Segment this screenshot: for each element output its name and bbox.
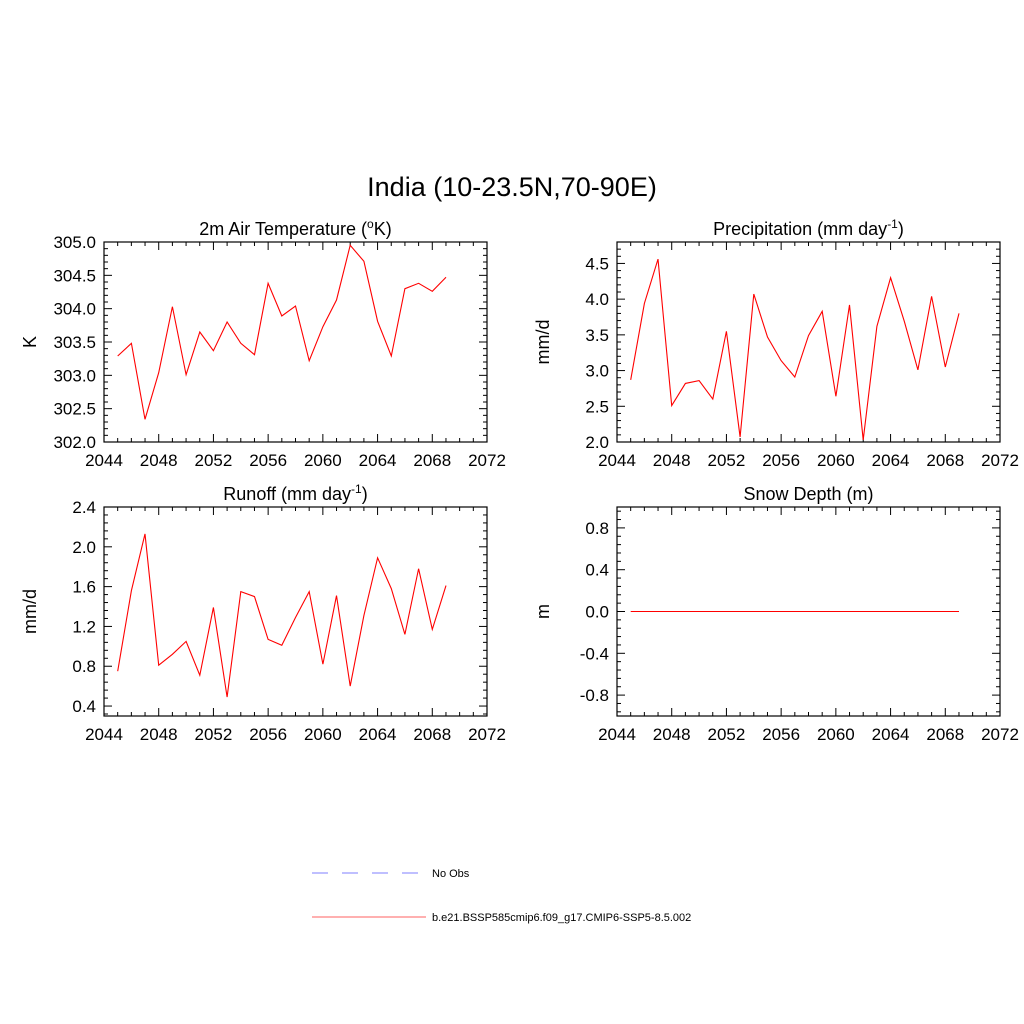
- x-tick-label: 2060: [304, 451, 342, 470]
- plot-frame: [103, 241, 488, 443]
- x-tick-label: 2072: [981, 725, 1019, 744]
- x-tick-label: 2048: [653, 451, 691, 470]
- x-tick-label: 2044: [598, 451, 636, 470]
- y-tick-label: 302.0: [53, 433, 96, 452]
- x-tick-label: 2044: [85, 725, 123, 744]
- x-tick-label: 2060: [817, 725, 855, 744]
- y-tick-label: 304.5: [53, 266, 96, 285]
- y-tick-label: 0.4: [72, 697, 96, 716]
- y-tick-label: 1.6: [72, 578, 96, 597]
- x-tick-label: 2056: [249, 451, 287, 470]
- figure-title: India (10-23.5N,70-90E): [367, 172, 657, 202]
- panel-title: Snow Depth (m): [743, 484, 873, 504]
- panel-title: Runoff (mm day-1): [223, 482, 367, 504]
- x-tick-label: 2056: [249, 725, 287, 744]
- x-tick-label: 2060: [304, 725, 342, 744]
- x-tick-label: 2068: [926, 451, 964, 470]
- panel-3: 2044 2048 2052 2056 2060 2064 2068 2072 0.4 0.8 1.…: [20, 482, 506, 744]
- panel-title: Precipitation (mm day-1): [713, 217, 904, 239]
- x-tick-label: 2064: [872, 451, 910, 470]
- x-tick-label: 2044: [85, 451, 123, 470]
- x-tick-label: 2048: [140, 725, 178, 744]
- y-tick-label: 302.5: [53, 400, 96, 419]
- y-axis-label: K: [20, 336, 40, 348]
- x-tick-label: 2072: [468, 725, 506, 744]
- plot-frame: [103, 506, 488, 717]
- x-tick-label: 2056: [762, 725, 800, 744]
- legend-label-no-obs: No Obs: [432, 868, 470, 880]
- panel-title: 2m Air Temperature (oK): [199, 217, 391, 239]
- panel-4: 2044 2048 2052 2056 2060 2064 2068 2072 -0.8 -0.4…: [533, 484, 1019, 744]
- panel-2: 2044 2048 2052 2056 2060 2064 2068 2072 2.0 2.5 3.…: [533, 217, 1019, 470]
- x-tick-label: 2064: [359, 451, 397, 470]
- y-tick-label: 303.5: [53, 333, 96, 352]
- y-tick-label: 304.0: [53, 300, 96, 319]
- panels: 2044 2048 2052 2056 2060 2064 2068 2072 302.0 302…: [20, 217, 1019, 744]
- y-tick-label: 4.5: [585, 254, 609, 273]
- x-tick-label: 2064: [872, 725, 910, 744]
- plot-frame: [616, 241, 1001, 443]
- series-line: [117, 533, 447, 698]
- x-tick-label: 2052: [195, 725, 233, 744]
- legend: No Obs b.e21.BSSP585cmip6.f09_g17.CMIP6-…: [312, 868, 691, 924]
- x-tick-label: 2056: [762, 451, 800, 470]
- panel-1: 2044 2048 2052 2056 2060 2064 2068 2072 302.0 302…: [20, 217, 506, 470]
- x-tick-label: 2044: [598, 725, 636, 744]
- legend-label-model: b.e21.BSSP585cmip6.f09_g17.CMIP6-SSP5-8.…: [432, 912, 691, 924]
- y-tick-label: 2.4: [72, 498, 96, 517]
- x-tick-label: 2064: [359, 725, 397, 744]
- y-tick-label: 3.5: [585, 326, 609, 345]
- y-tick-label: -0.8: [580, 686, 609, 705]
- y-tick-label: 2.0: [585, 433, 609, 452]
- series-line: [630, 258, 960, 440]
- x-tick-label: 2052: [708, 451, 746, 470]
- x-tick-label: 2072: [468, 451, 506, 470]
- y-tick-label: 2.5: [585, 397, 609, 416]
- x-tick-label: 2048: [653, 725, 691, 744]
- y-tick-label: 1.2: [72, 617, 96, 636]
- y-tick-label: 2.0: [72, 538, 96, 557]
- x-tick-label: 2052: [195, 451, 233, 470]
- y-tick-label: 4.0: [585, 290, 609, 309]
- x-tick-label: 2068: [413, 451, 451, 470]
- y-tick-label: 0.8: [72, 657, 96, 676]
- x-tick-label: 2072: [981, 451, 1019, 470]
- x-tick-label: 2068: [413, 725, 451, 744]
- y-tick-label: -0.4: [580, 644, 609, 663]
- y-axis-label: m: [533, 604, 553, 619]
- y-tick-label: 0.8: [585, 519, 609, 538]
- x-tick-label: 2068: [926, 725, 964, 744]
- y-tick-label: 0.0: [585, 603, 609, 622]
- y-axis-label: mm/d: [533, 320, 553, 365]
- x-tick-label: 2052: [708, 725, 746, 744]
- y-tick-label: 0.4: [585, 561, 609, 580]
- series-line: [117, 244, 447, 420]
- y-tick-label: 305.0: [53, 233, 96, 252]
- y-tick-label: 303.0: [53, 366, 96, 385]
- y-tick-label: 3.0: [585, 362, 609, 381]
- y-axis-label: mm/d: [20, 589, 40, 634]
- x-tick-label: 2048: [140, 451, 178, 470]
- x-tick-label: 2060: [817, 451, 855, 470]
